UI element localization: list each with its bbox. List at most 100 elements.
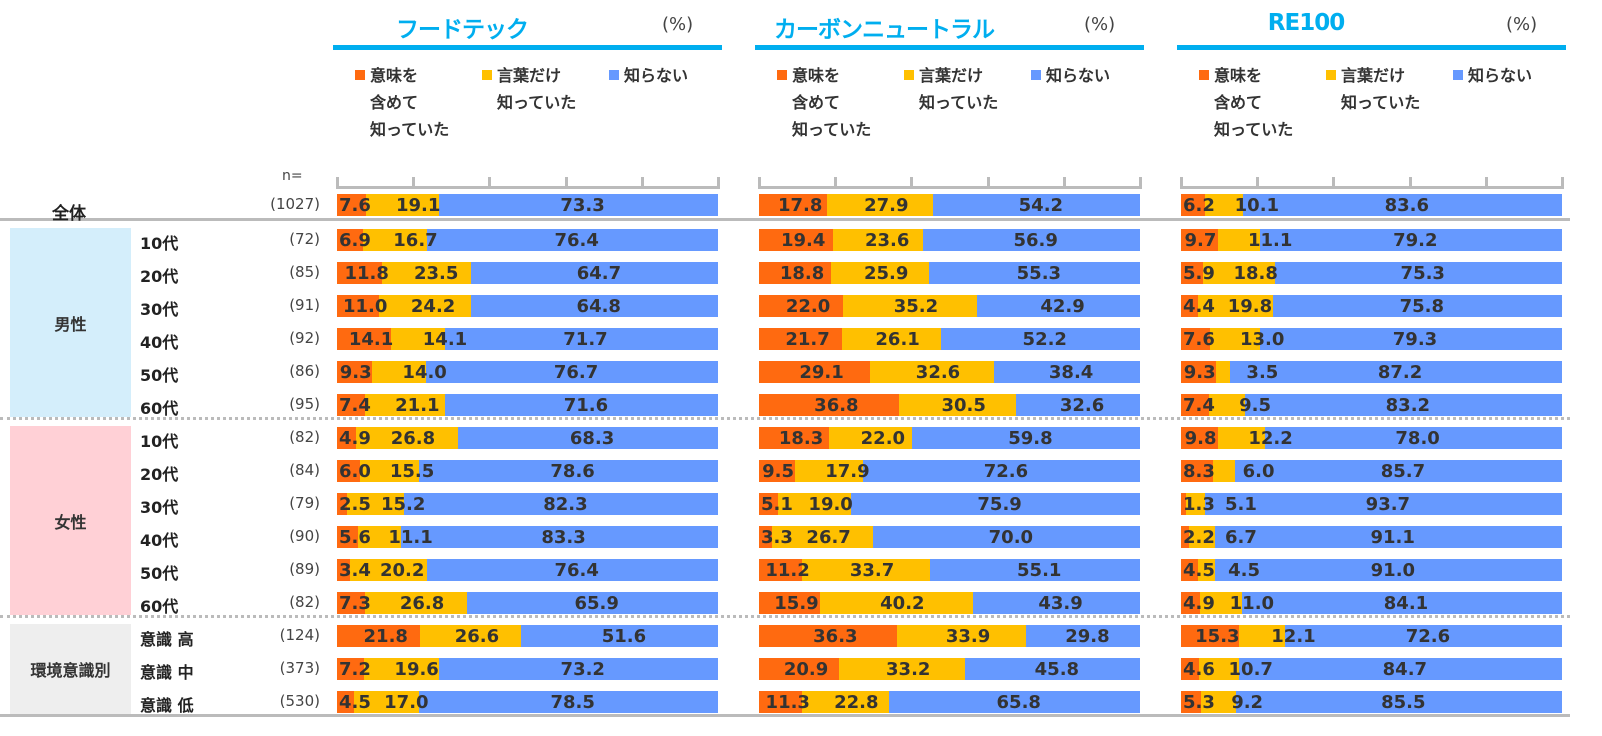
legend-text: 言葉だけ知っていた xyxy=(1341,62,1420,116)
stacked-bar: 7.49.583.2 xyxy=(1181,394,1562,416)
data-label: 21.8 xyxy=(364,625,408,647)
sample-size: (84) xyxy=(250,461,320,479)
row-label: 30代 xyxy=(140,494,178,518)
legend-swatch xyxy=(1326,70,1336,80)
stacked-bar: 7.421.171.6 xyxy=(337,394,718,416)
legend-text-line: 意味を xyxy=(1214,62,1293,89)
data-label: 11.0 xyxy=(343,295,387,317)
stacked-bar: 11.322.865.8 xyxy=(759,691,1140,713)
legend-text-line: 知らない xyxy=(1468,62,1532,89)
legend-text: 意味を含めて知っていた xyxy=(370,62,449,143)
stacked-bar: 4.610.784.7 xyxy=(1181,658,1562,680)
panel-title-underline xyxy=(1177,45,1566,50)
group-label: 女性 xyxy=(10,426,131,615)
data-label: 40.2 xyxy=(880,592,924,614)
stacked-bar: 7.326.865.9 xyxy=(337,592,718,614)
data-label: 18.3 xyxy=(779,427,823,449)
legend-item: 意味を含めて知っていた xyxy=(1199,62,1293,143)
data-label: 9.2 xyxy=(1231,691,1263,713)
legend-item: 言葉だけ知っていた xyxy=(482,62,576,116)
legend-item: 知らない xyxy=(1031,62,1110,89)
data-label: 16.7 xyxy=(393,229,437,251)
data-label: 26.7 xyxy=(806,526,850,548)
legend-swatch xyxy=(355,70,365,80)
data-label: 7.6 xyxy=(1183,328,1215,350)
data-label: 17.9 xyxy=(825,460,869,482)
data-label: 19.1 xyxy=(396,194,440,216)
axis-tick xyxy=(758,177,761,189)
data-label: 20.9 xyxy=(784,658,828,680)
data-label: 4.6 xyxy=(1183,658,1215,680)
data-label: 76.4 xyxy=(554,229,598,251)
data-label: 7.4 xyxy=(1183,394,1215,416)
legend-text-line: 知らない xyxy=(1046,62,1110,89)
data-label: 22.8 xyxy=(834,691,878,713)
stacked-bar: 20.9 33.2 45.8 xyxy=(759,658,1140,680)
data-label: 5.3 xyxy=(1183,691,1215,713)
data-label: 72.6 xyxy=(984,460,1028,482)
bottom-separator xyxy=(0,714,1570,717)
stacked-bar: 21.826.651.6 xyxy=(337,625,718,647)
stacked-bar: 9.517.972.6 xyxy=(759,460,1140,482)
stacked-bar: 11.823.564.7 xyxy=(337,262,718,284)
legend-text-line: 知っていた xyxy=(919,89,998,116)
group-label: 男性 xyxy=(10,228,131,417)
stacked-bar: 22.035.242.9 xyxy=(759,295,1140,317)
sample-size: (89) xyxy=(250,560,320,578)
data-label: 5.1 xyxy=(1225,493,1257,515)
data-label: 33.9 xyxy=(946,625,990,647)
data-label: 9.3 xyxy=(340,361,372,383)
sample-size: (82) xyxy=(250,593,320,611)
data-label: 26.8 xyxy=(391,427,435,449)
axis-tick xyxy=(1332,177,1335,189)
data-label: 11.2 xyxy=(765,559,809,581)
data-label: 18.8 xyxy=(1233,262,1277,284)
unit-label: (%) xyxy=(662,14,693,35)
data-label: 6.9 xyxy=(339,229,371,251)
row-label: 50代 xyxy=(140,560,178,584)
data-label: 19.8 xyxy=(1228,295,1272,317)
data-label: 84.1 xyxy=(1384,592,1428,614)
data-label: 42.9 xyxy=(1040,295,1084,317)
sample-size: (90) xyxy=(250,527,320,545)
data-label: 32.6 xyxy=(1060,394,1104,416)
data-label: 19.4 xyxy=(781,229,825,251)
data-label: 85.5 xyxy=(1381,691,1425,713)
data-label: 4.9 xyxy=(339,427,371,449)
data-label: 11.1 xyxy=(1248,229,1292,251)
data-label: 4.5 xyxy=(339,691,371,713)
stacked-bar: 6.015.578.6 xyxy=(337,460,718,482)
group-label: 環境意識別 xyxy=(10,624,131,714)
data-label: 35.2 xyxy=(894,295,938,317)
data-label: 7.4 xyxy=(339,394,371,416)
panel-title-underline xyxy=(333,45,722,50)
data-label: 9.3 xyxy=(1184,361,1216,383)
data-label: 12.1 xyxy=(1271,625,1315,647)
data-label: 45.8 xyxy=(1035,658,1079,680)
legend-item: 意味を含めて知っていた xyxy=(355,62,449,143)
chart-root: 男性女性環境意識別n=全体(1027)10代(72)20代(85)30代(91)… xyxy=(0,0,1602,736)
stacked-bar: 5.611.183.3 xyxy=(337,526,718,548)
data-label: 11.8 xyxy=(344,262,388,284)
unit-label: (%) xyxy=(1084,14,1115,35)
stacked-bar: 4.54.591.0 xyxy=(1181,559,1562,581)
stacked-bar: 5.3 9.2 85.5 xyxy=(1181,691,1562,713)
stacked-bar: 4.517.078.5 xyxy=(337,691,718,713)
legend-text-line: 知っていた xyxy=(497,89,576,116)
data-label: 11.3 xyxy=(766,691,810,713)
data-label: 72.6 xyxy=(1406,625,1450,647)
legend-swatch xyxy=(777,70,787,80)
axis-tick xyxy=(1561,177,1564,189)
data-label: 9.5 xyxy=(1239,394,1271,416)
data-label: 36.8 xyxy=(814,394,858,416)
data-label: 79.2 xyxy=(1393,229,1437,251)
legend-text: 意味を含めて知っていた xyxy=(1214,62,1293,143)
data-label: 79.3 xyxy=(1393,328,1437,350)
legend-item: 言葉だけ知っていた xyxy=(904,62,998,116)
panel-title: フードテック xyxy=(337,10,587,44)
data-label: 6.0 xyxy=(339,460,371,482)
data-label: 33.2 xyxy=(886,658,930,680)
axis-tick xyxy=(565,177,568,189)
row-label: 20代 xyxy=(140,263,178,287)
data-label: 17.0 xyxy=(384,691,428,713)
